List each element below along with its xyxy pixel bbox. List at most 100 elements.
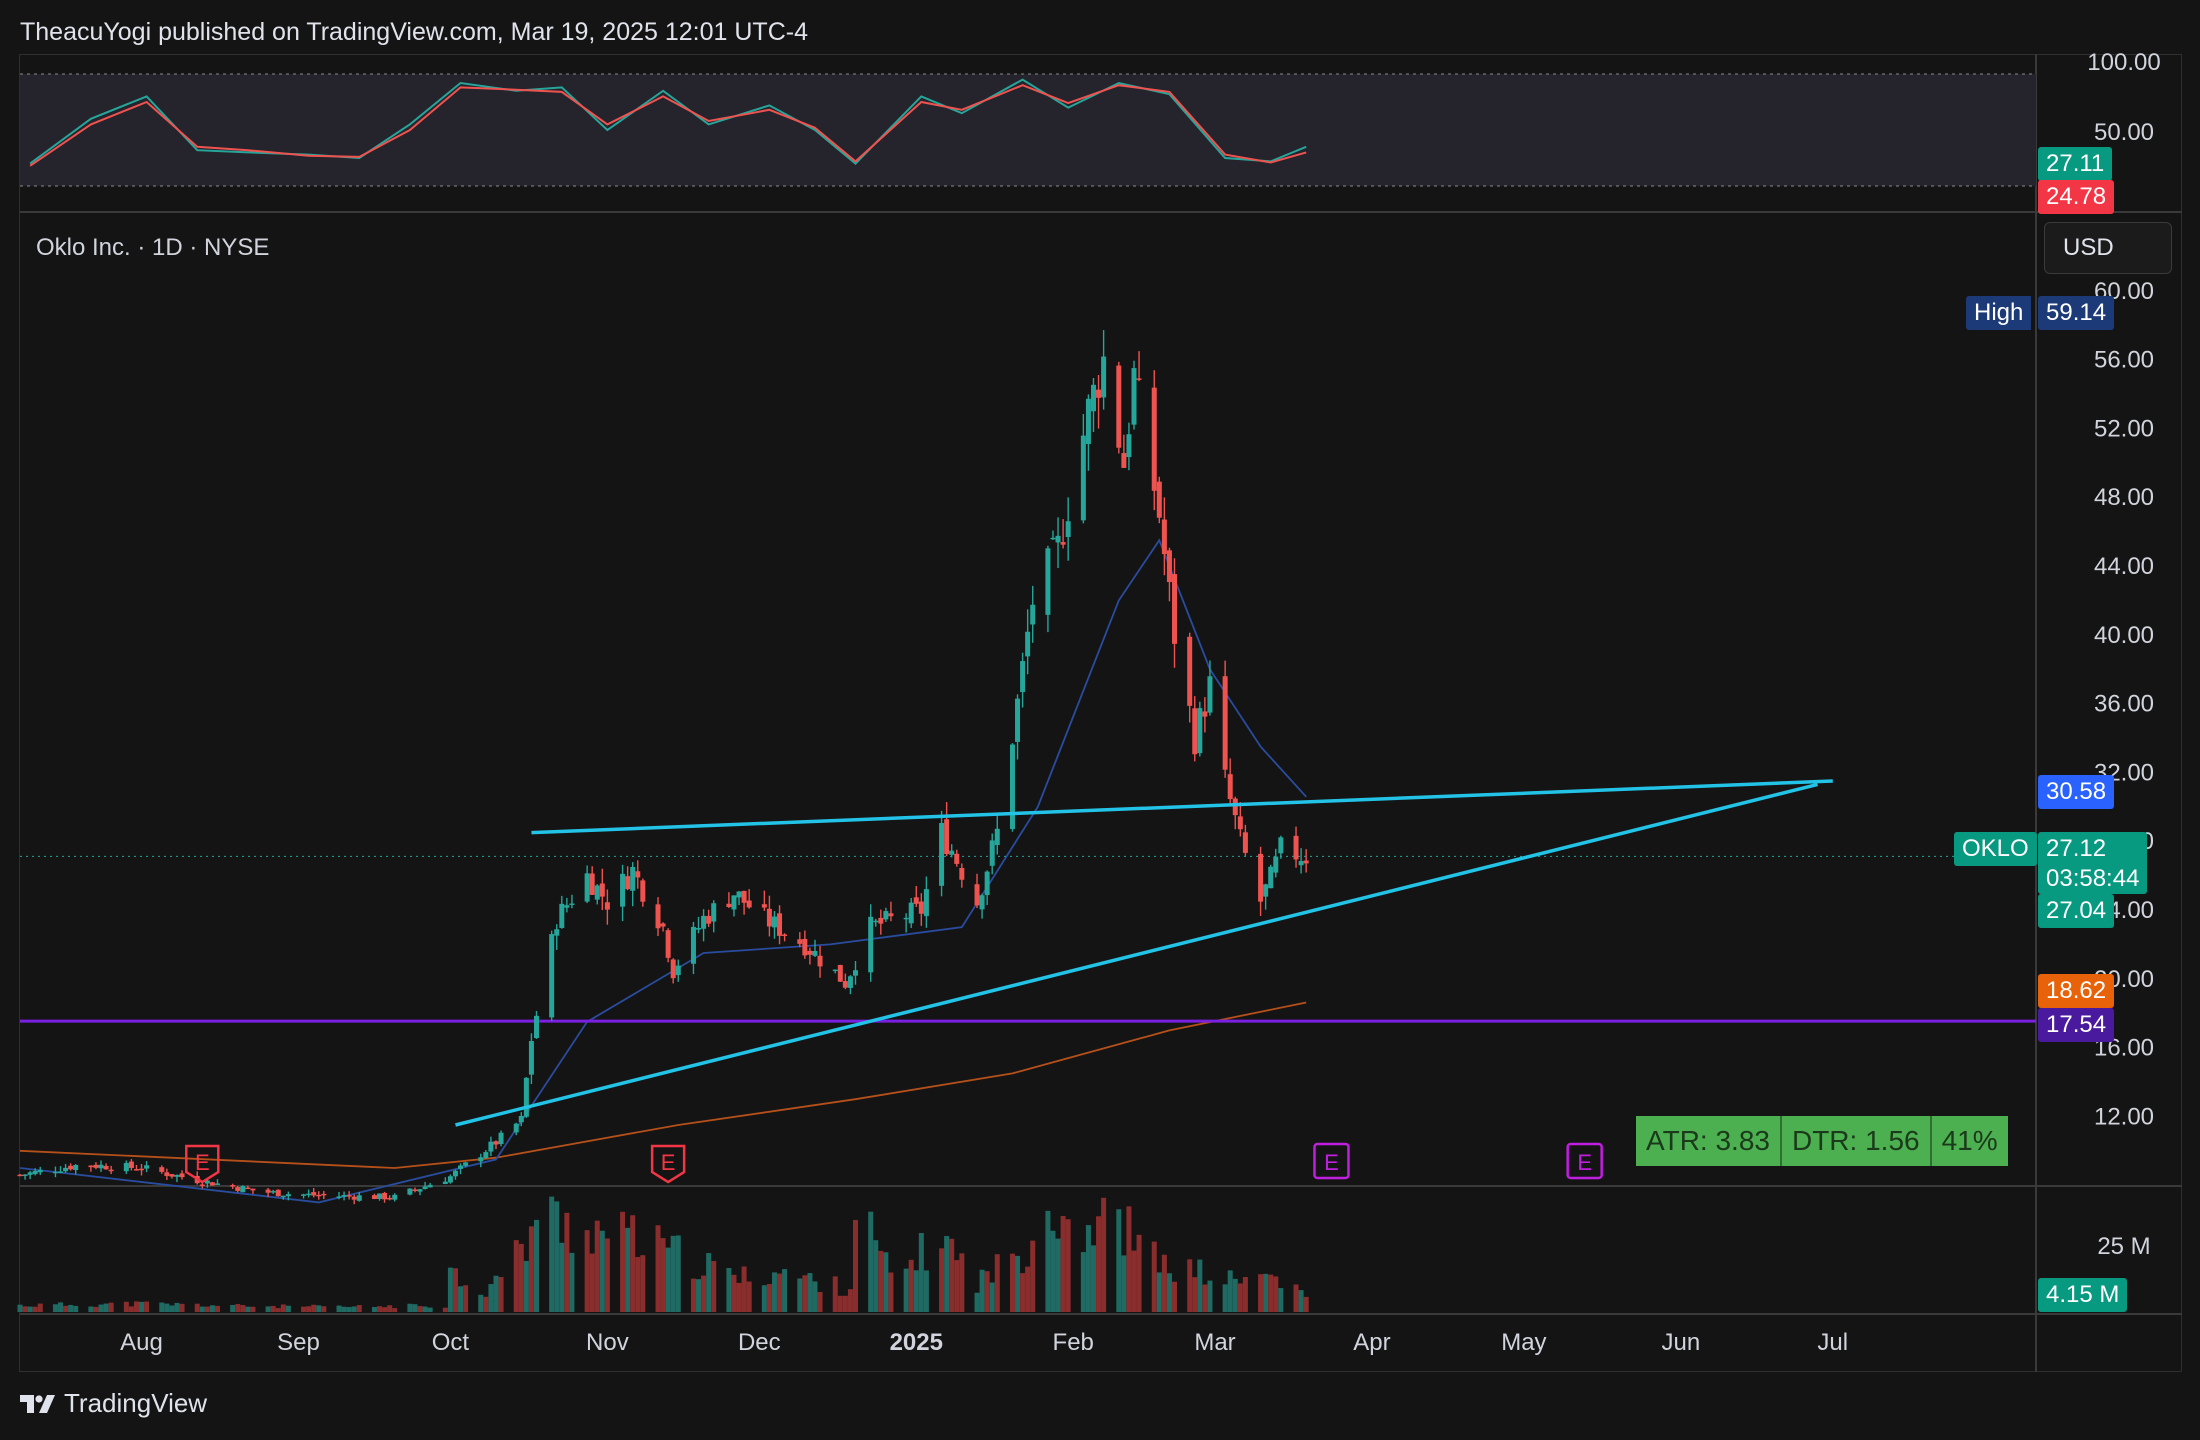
volume-bar [93,1306,99,1312]
candle-body [174,1174,180,1177]
candle-body [285,1194,291,1197]
volume-bar [311,1304,317,1312]
candle-body [27,1172,33,1175]
candle-body [594,885,600,900]
candle-body [660,923,666,927]
time-axis-tick: Aug [120,1329,163,1356]
volume-bar [301,1306,307,1312]
volume-bar [761,1285,767,1312]
earnings-e-icon[interactable]: E [1313,1142,1350,1180]
candle-body [493,1141,499,1145]
volume-bar [883,1252,889,1312]
volume-bar [989,1282,995,1312]
candle-body [498,1132,504,1145]
volume-bar [878,1250,884,1312]
volume-bar [908,1259,914,1312]
dtr-percent: 41% [1941,1125,1998,1156]
volume-tick: 25 M [2097,1233,2150,1260]
volume-bar [1090,1245,1096,1312]
chart-frame [19,54,2182,1372]
volume-bar [68,1304,74,1312]
volume-bar [533,1219,539,1312]
candle-body [169,1174,175,1177]
candle-body [204,1180,210,1184]
volume-bar [888,1272,894,1312]
currency-button[interactable]: USD [2044,222,2172,274]
candle-body [832,969,838,972]
candle-body [554,929,560,936]
candle-body [852,970,858,976]
candle-body [63,1167,69,1172]
last-price-tag: 27.12 03:58:44 [2038,832,2148,894]
tradingview-logo-icon [20,1394,55,1413]
candle-body [1293,835,1299,860]
candle-body [144,1165,150,1169]
volume-bar [73,1305,79,1312]
candle-body [984,871,990,896]
candle-body [513,1123,519,1133]
candle-body [37,1169,43,1173]
earnings-e-icon[interactable]: E [1566,1142,1603,1180]
volume-bar [746,1281,752,1312]
publisher-header: TheacuYogi published on TradingView.com,… [20,18,808,46]
candle-body [265,1189,271,1193]
tradingview-brand[interactable]: TradingView [20,1388,207,1419]
high-value-tag: 59.14 [2038,296,2115,330]
volume-bar [954,1260,960,1312]
volume-bar [483,1296,489,1312]
volume-bar [159,1302,165,1312]
volume-bar [1020,1273,1026,1312]
volume-bar [599,1230,605,1312]
volume-bar [174,1302,180,1312]
volume-bar [594,1220,600,1312]
volume-bar [584,1230,590,1312]
candle-body [377,1193,383,1199]
candle-body [599,883,605,897]
time-axis-tick: Jun [1662,1329,1701,1356]
volume-bar [377,1306,383,1312]
candle-body [701,915,707,929]
candle-body [1202,711,1208,717]
price-tick: 48.00 [2094,484,2154,511]
volume-bar [1207,1280,1213,1312]
brand-name: TradingView [64,1388,208,1418]
candle-body [817,955,823,967]
candle-body [1085,398,1091,444]
volume-bar [371,1306,377,1312]
candle-body [159,1167,165,1172]
volume-bar [245,1306,251,1312]
volume-bar [194,1303,200,1312]
symbol-legend[interactable]: Oklo Inc. · 1D · NYSE [36,234,270,261]
volume-bar [1131,1250,1137,1312]
volume-bar [1298,1290,1304,1312]
volume-bar [812,1281,818,1312]
candle-body [873,920,879,923]
candle-body [706,915,712,924]
earnings-e-icon[interactable]: E [650,1144,686,1184]
candle-body [1020,661,1026,693]
candle-body [939,822,945,886]
volume-bar [280,1304,286,1312]
moving-average-line-1 [19,538,1307,1204]
candle-body [944,819,950,855]
earnings-e-icon[interactable]: E [185,1144,220,1184]
volume-bar [98,1304,104,1312]
bar-countdown: 03:58:44 [2046,865,2140,892]
candle-body [275,1189,281,1197]
stoch-d-tag: 24.78 [2038,180,2115,214]
volume-bar [346,1307,352,1312]
candle-body [139,1168,145,1171]
candle-body [655,904,661,929]
volume-bar [782,1269,788,1312]
candle-body [458,1165,464,1169]
candle-body [1273,856,1279,873]
candle-body [128,1161,134,1168]
volume-bar [1101,1197,1107,1312]
price-tick: 52.00 [2094,415,2154,442]
stoch-band [20,74,2036,186]
price-tick: 56.00 [2094,347,2154,374]
candle-body [959,867,965,880]
time-axis-tick: Dec [738,1329,781,1356]
volume-bar [706,1253,712,1312]
